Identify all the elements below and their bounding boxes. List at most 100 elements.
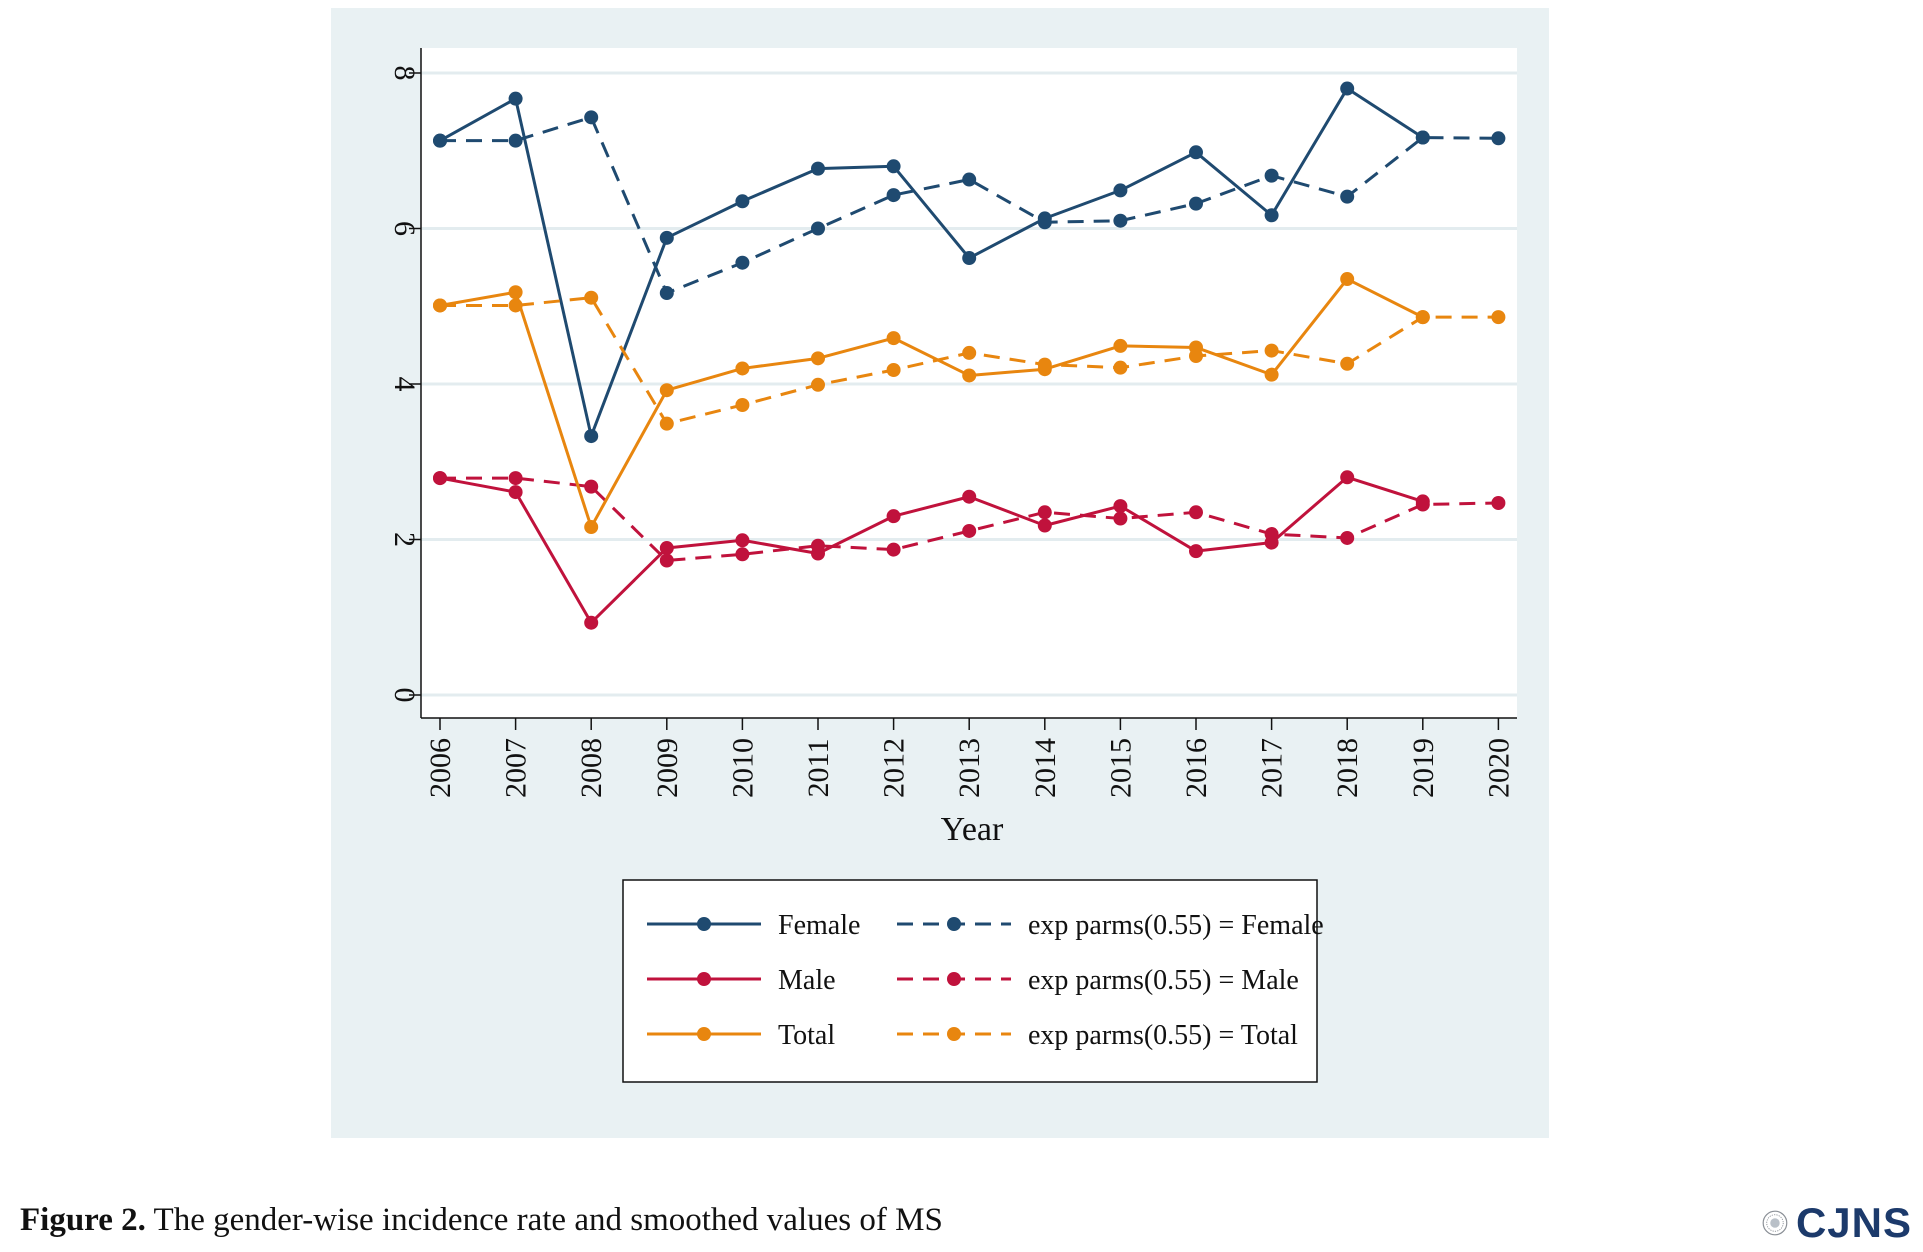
data-point bbox=[1113, 213, 1128, 228]
data-point bbox=[659, 286, 674, 301]
data-point bbox=[1113, 338, 1128, 353]
data-point bbox=[1491, 131, 1506, 146]
data-point bbox=[811, 538, 825, 553]
data-point bbox=[811, 161, 825, 176]
data-point bbox=[1340, 189, 1355, 204]
data-point bbox=[1415, 310, 1430, 325]
series-male bbox=[433, 470, 1430, 630]
data-point bbox=[886, 331, 901, 346]
x-axis-title: Year bbox=[941, 811, 1004, 848]
legend-marker bbox=[947, 917, 961, 931]
data-point bbox=[735, 533, 750, 548]
data-point bbox=[1113, 511, 1128, 526]
legend-label: exp parms(0.55) = Female bbox=[1028, 910, 1324, 941]
data-point bbox=[886, 363, 901, 378]
data-point bbox=[735, 361, 750, 376]
data-point bbox=[433, 471, 447, 486]
x-tick-label: 2017 bbox=[1256, 738, 1289, 798]
data-point bbox=[962, 251, 977, 266]
data-point bbox=[962, 172, 977, 187]
data-point bbox=[1113, 360, 1128, 375]
series-exp-parms-0-55-female bbox=[433, 110, 1506, 301]
legend-marker bbox=[697, 1027, 711, 1041]
data-point bbox=[1340, 530, 1355, 545]
caption-label: Figure 2. bbox=[20, 1202, 146, 1238]
data-point bbox=[1189, 544, 1203, 559]
x-tick-label: 2011 bbox=[802, 739, 835, 798]
data-point bbox=[962, 489, 977, 504]
legend-box bbox=[622, 879, 1318, 1083]
y-tick-label: 2 bbox=[388, 532, 421, 547]
legend-label: Male bbox=[778, 965, 836, 996]
x-tick-label: 2010 bbox=[726, 738, 759, 798]
data-point bbox=[811, 351, 825, 366]
x-tick-label: 2009 bbox=[651, 738, 684, 798]
data-point bbox=[962, 368, 977, 383]
data-point bbox=[962, 523, 977, 538]
data-point bbox=[584, 615, 599, 630]
data-point bbox=[1189, 505, 1203, 520]
journal-seal-icon bbox=[1762, 1210, 1788, 1236]
data-point bbox=[584, 290, 599, 305]
data-point bbox=[1340, 81, 1355, 96]
data-point bbox=[1189, 145, 1203, 160]
data-point bbox=[735, 397, 750, 412]
data-point bbox=[659, 230, 674, 245]
data-point bbox=[1189, 196, 1203, 211]
data-point bbox=[962, 345, 977, 360]
figure-caption: Figure 2. The gender-wise incidence rate… bbox=[20, 1202, 943, 1239]
x-tick-label: 2012 bbox=[878, 738, 911, 798]
data-point bbox=[584, 520, 599, 535]
data-point bbox=[1415, 130, 1430, 145]
legend-label: exp parms(0.55) = Total bbox=[1028, 1020, 1298, 1051]
x-tick-label: 2006 bbox=[424, 738, 457, 798]
series-female bbox=[433, 81, 1430, 444]
series-exp-parms-0-55-total bbox=[433, 290, 1506, 431]
line-chart: 0 2 4 6 8 2006 2007 2008 2009 2010 2011 2012 2013 201… bbox=[388, 48, 1517, 1083]
data-point bbox=[811, 377, 825, 392]
y-tick-label: 4 bbox=[388, 377, 421, 392]
data-point bbox=[508, 485, 523, 500]
data-point bbox=[1189, 349, 1203, 364]
data-point bbox=[886, 188, 901, 203]
data-point bbox=[508, 471, 523, 486]
data-point bbox=[659, 416, 674, 431]
x-tick-label: 2019 bbox=[1407, 738, 1440, 798]
data-point bbox=[811, 221, 825, 236]
data-point bbox=[433, 298, 447, 313]
series-line bbox=[439, 87, 1424, 438]
x-tick-label: 2020 bbox=[1482, 738, 1515, 798]
series-line bbox=[439, 475, 1424, 625]
data-point bbox=[659, 553, 674, 568]
data-point bbox=[508, 91, 523, 106]
data-point bbox=[1491, 310, 1506, 325]
data-point bbox=[1264, 208, 1279, 223]
data-point bbox=[1491, 495, 1506, 510]
y-tick-label: 8 bbox=[388, 66, 421, 81]
figure-panel: 0 2 4 6 8 2006 2007 2008 2009 2010 2011 2012 2013 201… bbox=[331, 8, 1549, 1138]
x-tick-label: 2008 bbox=[575, 738, 608, 798]
data-point bbox=[1037, 215, 1052, 230]
x-tick-label: 2016 bbox=[1180, 738, 1213, 798]
data-point bbox=[886, 159, 901, 174]
x-tick-label: 2007 bbox=[500, 738, 533, 798]
legend-marker bbox=[947, 1027, 961, 1041]
logo-text: CJNS bbox=[1795, 1199, 1912, 1246]
data-point bbox=[1264, 343, 1279, 358]
data-point bbox=[1340, 272, 1355, 287]
data-point bbox=[1264, 168, 1279, 183]
data-point bbox=[1037, 505, 1052, 520]
data-point bbox=[1113, 499, 1128, 514]
y-tick-label: 0 bbox=[388, 688, 421, 703]
legend-label: Female bbox=[778, 910, 860, 941]
data-point bbox=[584, 110, 599, 125]
legend-marker bbox=[697, 972, 711, 986]
caption-text: The gender-wise incidence rate and smoot… bbox=[153, 1202, 943, 1238]
data-point bbox=[1415, 497, 1430, 512]
legend-marker bbox=[697, 917, 711, 931]
data-point bbox=[508, 298, 523, 313]
series-line bbox=[439, 277, 1424, 529]
data-point bbox=[1340, 356, 1355, 371]
data-point bbox=[1264, 527, 1279, 542]
data-point bbox=[584, 479, 599, 494]
